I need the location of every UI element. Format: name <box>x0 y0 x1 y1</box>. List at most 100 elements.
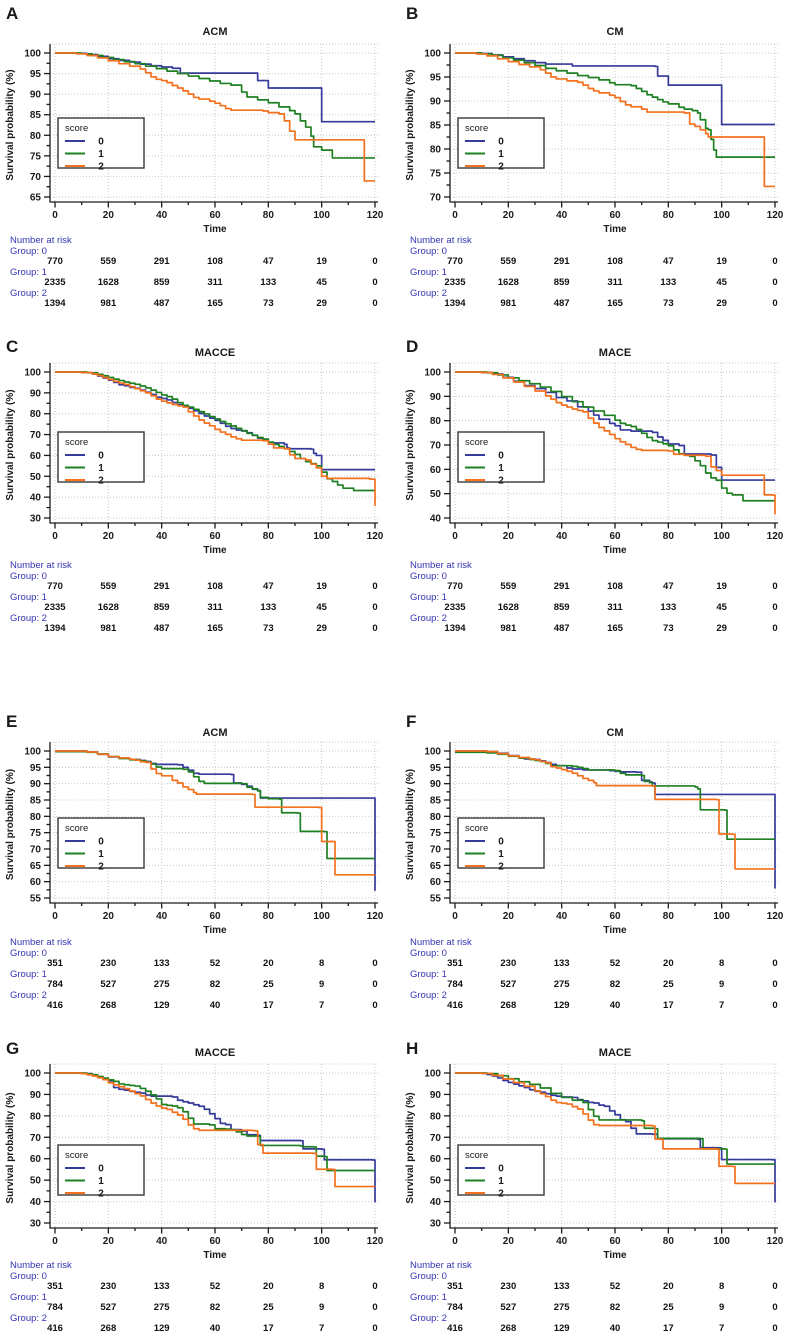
risk-count: 129 <box>153 1323 170 1334</box>
x-tick-label: 40 <box>556 531 568 542</box>
risk-count: 416 <box>47 1000 63 1011</box>
risk-count: 770 <box>47 256 63 267</box>
risk-count: 0 <box>772 277 778 288</box>
x-tick-label: 60 <box>209 1236 221 1247</box>
legend-title: score <box>465 823 488 834</box>
axes <box>44 44 378 208</box>
risk-count: 1628 <box>97 277 119 288</box>
number-at-risk-header: Number at risk <box>410 937 472 948</box>
risk-count: 0 <box>772 979 778 990</box>
y-tick-label: 80 <box>30 1111 42 1122</box>
risk-group-label: Group: 0 <box>410 948 447 959</box>
x-tick-label: 120 <box>367 531 384 542</box>
x-tick-label: 60 <box>609 210 621 221</box>
x-tick-label: 60 <box>209 911 221 922</box>
x-axis-label: Time <box>203 224 227 235</box>
risk-group-label: Group: 2 <box>10 613 47 624</box>
risk-count: 275 <box>153 1302 170 1313</box>
y-tick-label: 80 <box>430 812 442 823</box>
risk-count: 25 <box>663 979 674 990</box>
risk-count: 230 <box>500 958 517 969</box>
x-tick-label: 60 <box>209 210 221 221</box>
risk-count: 311 <box>607 277 623 288</box>
risk-count: 311 <box>207 602 223 613</box>
risk-count: 859 <box>153 277 170 288</box>
axes <box>444 742 778 909</box>
risk-count: 108 <box>207 256 223 267</box>
risk-count: 133 <box>660 277 677 288</box>
risk-count: 230 <box>100 1281 117 1292</box>
x-tick-label: 120 <box>767 911 784 922</box>
risk-count: 133 <box>553 1281 570 1292</box>
legend-label: 2 <box>498 476 504 487</box>
legend: score 01 2 <box>57 117 145 173</box>
y-tick-label: 95 <box>30 763 42 774</box>
y-tick-label: 80 <box>430 416 442 427</box>
y-tick-label: 90 <box>430 392 442 403</box>
risk-count: 981 <box>100 623 117 634</box>
risk-count: 0 <box>772 602 778 613</box>
risk-count: 0 <box>372 623 378 634</box>
risk-count: 859 <box>153 602 170 613</box>
risk-count: 487 <box>153 298 170 309</box>
risk-count: 133 <box>260 277 277 288</box>
panel-D: D MACE 40 50 60 70 80 90 100 0 20 40 60 80 100 120 Survi… <box>400 337 803 638</box>
risk-group-label: Group: 0 <box>410 571 447 582</box>
y-tick-label: 90 <box>430 779 442 790</box>
panel-title: MACCE <box>195 1047 235 1059</box>
risk-group-label: Group: 1 <box>410 592 447 603</box>
y-tick-label: 30 <box>430 1219 442 1230</box>
panel-letter: H <box>406 1039 419 1058</box>
x-axis-label: Time <box>203 925 227 936</box>
risk-count: 351 <box>47 1281 63 1292</box>
risk-count: 29 <box>716 623 727 634</box>
number-at-risk-header: Number at risk <box>410 1260 472 1271</box>
risk-count: 275 <box>553 979 570 990</box>
y-tick-label: 70 <box>430 193 442 204</box>
y-tick-label: 60 <box>430 465 442 476</box>
panel-letter: E <box>6 712 18 731</box>
risk-count: 9 <box>719 1302 725 1313</box>
legend-label: 0 <box>98 137 104 148</box>
survival-curve-score-2 <box>55 1072 375 1188</box>
x-tick-label: 20 <box>503 911 515 922</box>
y-tick-label: 55 <box>430 894 442 905</box>
x-axis-label: Time <box>203 545 227 556</box>
legend-label: 1 <box>98 149 104 160</box>
x-axis-label: Time <box>603 224 627 235</box>
risk-count: 527 <box>500 979 517 990</box>
risk-count: 7 <box>319 1323 325 1334</box>
y-axis-label: Survival probability (%) <box>5 769 16 880</box>
risk-count: 559 <box>500 581 517 592</box>
number-at-risk-header: Number at risk <box>10 560 72 571</box>
risk-count: 19 <box>716 581 727 592</box>
risk-count: 527 <box>100 979 117 990</box>
x-tick-label: 20 <box>103 531 115 542</box>
risk-count: 1628 <box>97 602 119 613</box>
risk-count: 0 <box>372 602 378 613</box>
y-tick-label: 75 <box>430 169 442 180</box>
risk-count: 1394 <box>44 623 66 634</box>
risk-count: 1394 <box>444 623 466 634</box>
y-tick-label: 80 <box>30 409 42 420</box>
x-tick-label: 20 <box>103 1236 115 1247</box>
y-tick-label: 60 <box>430 1154 442 1165</box>
legend: score 01 2 <box>457 117 545 173</box>
x-tick-label: 120 <box>767 210 784 221</box>
risk-count: 291 <box>553 256 570 267</box>
y-tick-label: 100 <box>24 368 41 379</box>
risk-count: 2335 <box>444 602 466 613</box>
legend-title: score <box>65 1150 88 1161</box>
risk-count: 19 <box>316 256 327 267</box>
x-tick-label: 20 <box>103 911 115 922</box>
risk-count: 291 <box>553 581 570 592</box>
x-tick-label: 80 <box>663 210 675 221</box>
panel-letter: A <box>6 4 19 23</box>
y-tick-label: 90 <box>30 779 42 790</box>
x-tick-label: 0 <box>452 911 458 922</box>
